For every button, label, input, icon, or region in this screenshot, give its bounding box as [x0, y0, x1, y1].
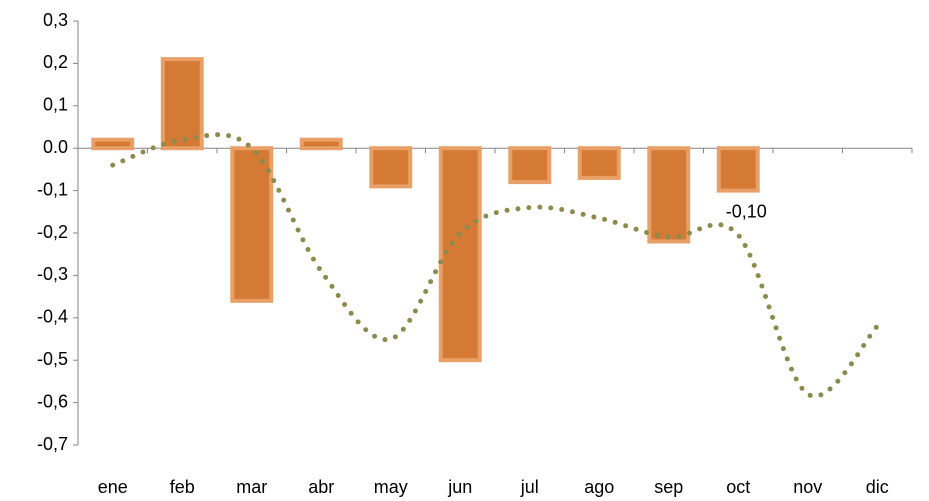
- x-tick-label: dic: [866, 477, 889, 497]
- y-tick-label: -0,2: [37, 222, 68, 242]
- y-tick-label: -0,7: [37, 434, 68, 454]
- bar: [230, 146, 274, 303]
- y-tick-label: 0.0: [43, 137, 68, 157]
- bar: [508, 146, 552, 185]
- y-tick-label: -0,1: [37, 179, 68, 199]
- bar: [716, 146, 760, 193]
- y-tick-label: 0,3: [43, 10, 68, 30]
- x-tick-label: jun: [447, 477, 472, 497]
- y-tick-label: -0,3: [37, 264, 68, 284]
- x-tick-label: ago: [584, 477, 614, 497]
- x-tick-label: sep: [654, 477, 683, 497]
- y-tick-label: -0,6: [37, 391, 68, 411]
- bar: [369, 146, 413, 189]
- bar: [160, 57, 204, 151]
- x-tick-label: ene: [98, 477, 128, 497]
- y-tick-label: 0,1: [43, 95, 68, 115]
- bar: [91, 137, 135, 151]
- x-tick-label: mar: [236, 477, 267, 497]
- x-tick-label: oct: [726, 477, 750, 497]
- x-tick-label: abr: [308, 477, 334, 497]
- trend-line: [110, 132, 880, 399]
- x-tick-label: may: [374, 477, 408, 497]
- y-tick-label: -0,4: [37, 307, 68, 327]
- y-tick-label: 0,2: [43, 52, 68, 72]
- bar: [647, 146, 691, 244]
- x-tick-label: jul: [520, 477, 539, 497]
- data-label: -0,10: [726, 201, 767, 221]
- x-tick-label: feb: [170, 477, 195, 497]
- x-tick-label: nov: [793, 477, 822, 497]
- y-tick-label: -0,5: [37, 349, 68, 369]
- bar: [299, 137, 343, 151]
- bar: [577, 146, 621, 180]
